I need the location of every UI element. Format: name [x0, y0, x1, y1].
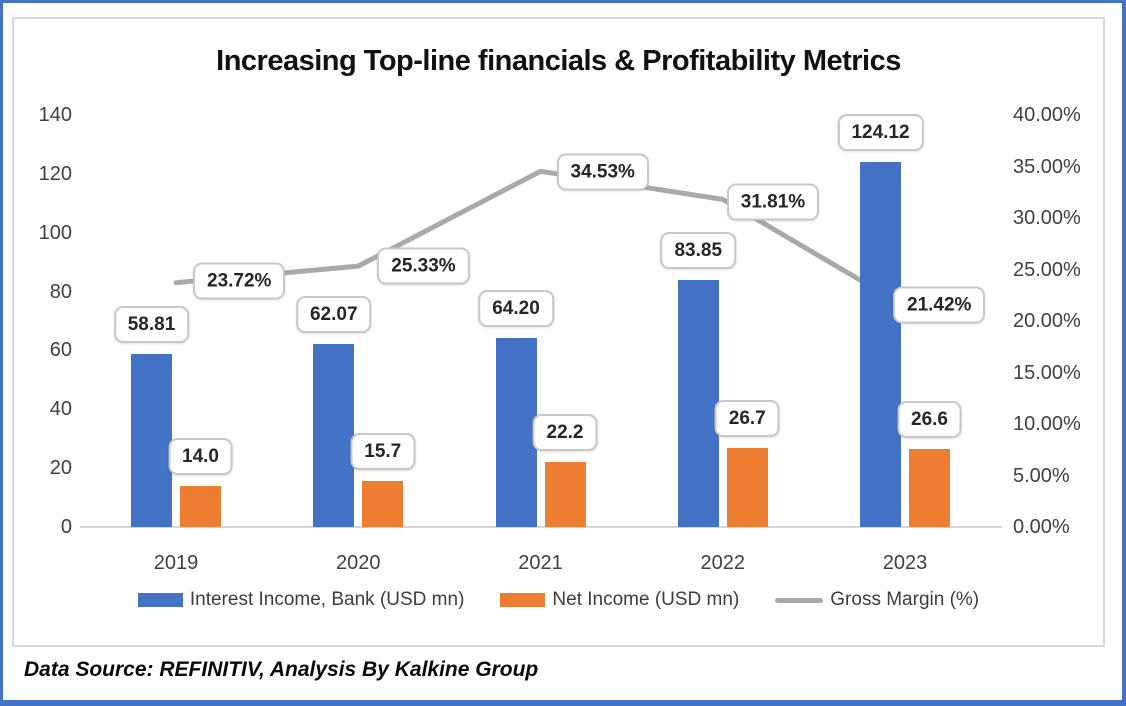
bar-net-income: [180, 485, 221, 527]
left-axis-tick: 40: [49, 398, 72, 421]
bar-interest-income: [313, 344, 355, 527]
legend-line-swatch: [775, 597, 824, 603]
x-axis-category: 2021: [518, 552, 563, 574]
bar-net-income: [726, 448, 768, 527]
right-axis-tick: 20.00%: [1013, 310, 1081, 332]
bar-net-income: [909, 448, 950, 527]
bar-value-label: 124.12: [837, 113, 924, 151]
left-axis-tick: 20: [49, 457, 72, 480]
bar-net-income: [544, 461, 586, 527]
bar-interest-income: [495, 338, 537, 527]
line-value-label: 23.72%: [193, 262, 286, 300]
chart-area: Increasing Top-line financials & Profita…: [12, 17, 1105, 647]
right-axis-tick: 5.00%: [1013, 464, 1070, 487]
bar-interest-income: [677, 280, 719, 527]
line-value-label: 34.53%: [556, 153, 649, 191]
bar-interest-income: [860, 161, 901, 527]
right-axis-tick: 0.00%: [1013, 516, 1070, 538]
left-axis-tick: 100: [38, 221, 72, 244]
legend-label: Interest Income, Bank (USD mn): [189, 589, 465, 610]
bar-net-income: [362, 480, 404, 527]
legend-item: Net Income (USD mn): [500, 589, 739, 611]
left-axis-tick: 0: [60, 516, 72, 538]
right-axis-tick: 15.00%: [1013, 361, 1081, 384]
x-axis-category: 2022: [700, 552, 746, 574]
legend-bar-swatch: [500, 593, 546, 607]
bar-value-label: 22.2: [532, 413, 598, 451]
line-value-label: 31.81%: [726, 183, 820, 221]
left-axis-tick: 80: [49, 280, 72, 303]
legend-label: Gross Margin (%): [830, 589, 980, 610]
left-axis-tick: 140: [38, 104, 72, 126]
legend-item: Interest Income, Bank (USD mn): [137, 589, 465, 611]
bar-interest-income: [131, 353, 172, 527]
legend-item: Gross Margin (%): [775, 589, 979, 611]
legend: Interest Income, Bank (USD mn) Net Income…: [14, 589, 1103, 611]
bar-value-label: 15.7: [350, 432, 416, 470]
right-axis-tick: 40.00%: [1013, 104, 1081, 126]
legend-bar-swatch: [137, 593, 183, 607]
bar-value-label: 26.7: [714, 400, 780, 438]
right-axis-tick: 30.00%: [1013, 207, 1081, 229]
legend-label: Net Income (USD mn): [552, 589, 740, 610]
x-axis-category: 2023: [882, 552, 928, 574]
bar-value-label: 64.20: [478, 290, 554, 328]
bar-value-label: 62.07: [295, 296, 372, 334]
line-value-label: 25.33%: [377, 247, 470, 285]
line-value-label: 21.42%: [893, 286, 986, 324]
chart-title: Increasing Top-line financials & Profita…: [216, 45, 901, 77]
x-axis-line: [80, 526, 1002, 528]
data-source-note: Data Source: REFINITIV, Analysis By Kalk…: [24, 658, 539, 681]
bar-value-label: 14.0: [168, 437, 233, 475]
bar-value-label: 58.81: [113, 305, 190, 343]
bar-value-label: 83.85: [660, 232, 737, 270]
bar-value-label: 26.6: [897, 400, 962, 438]
x-axis-category: 2019: [153, 552, 199, 574]
left-axis-tick: 60: [49, 339, 72, 362]
x-axis-category: 2020: [336, 552, 381, 574]
right-axis-tick: 35.00%: [1013, 155, 1081, 178]
right-axis-tick: 10.00%: [1013, 413, 1081, 435]
right-axis-tick: 25.00%: [1013, 258, 1081, 281]
left-axis-tick: 120: [38, 162, 72, 185]
